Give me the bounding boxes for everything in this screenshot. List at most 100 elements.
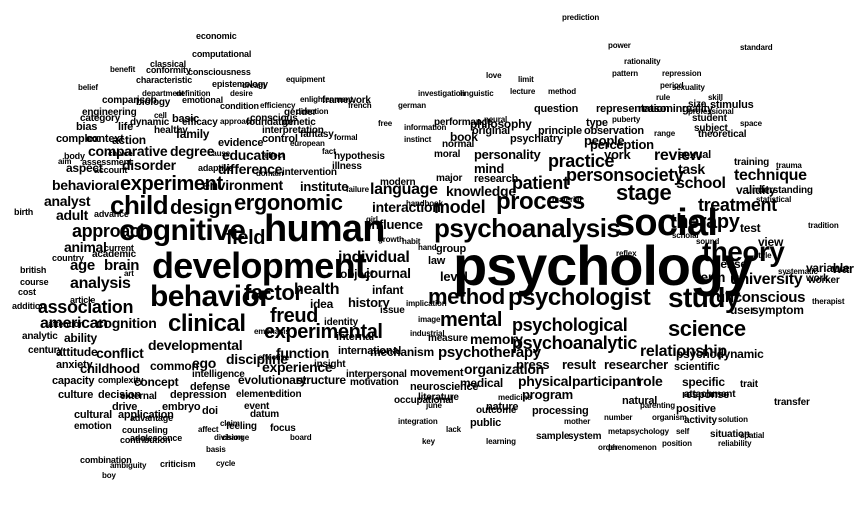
word: hand <box>418 244 436 252</box>
word: enlightenment <box>300 96 353 104</box>
word: approach <box>220 118 255 126</box>
word: complex <box>56 134 99 145</box>
word: failure <box>346 186 369 194</box>
word: repression <box>662 70 701 78</box>
word: limit <box>518 76 534 84</box>
word: level <box>440 270 468 283</box>
word: space <box>740 120 762 128</box>
word: self <box>676 428 689 436</box>
word: desire <box>230 90 253 98</box>
word: industrial <box>410 330 444 338</box>
word: evidence <box>218 138 263 149</box>
word: ability <box>64 332 97 344</box>
word: activity <box>684 416 717 426</box>
word: researcher <box>604 358 668 371</box>
word: question <box>534 104 578 115</box>
word: phenomenon <box>608 444 657 452</box>
word: aim <box>58 158 71 166</box>
word: article <box>70 296 95 305</box>
word: principle <box>538 126 582 137</box>
word: edition <box>270 390 301 400</box>
word: girl <box>366 216 378 224</box>
word: idea <box>310 298 333 310</box>
word: birth <box>14 208 33 217</box>
word: investigation <box>418 90 465 98</box>
word: cultural <box>74 410 112 421</box>
word: personality <box>474 148 541 161</box>
word: equipment <box>286 76 325 84</box>
word: sexuality <box>672 84 705 92</box>
word: solution <box>718 416 748 424</box>
word: processing <box>532 406 589 417</box>
word: field <box>226 228 265 248</box>
word: insight <box>314 360 345 370</box>
word: department <box>142 90 184 98</box>
word: doi <box>202 406 218 417</box>
word: condition <box>220 102 259 111</box>
word: cycle <box>216 460 235 468</box>
word: task <box>678 162 705 176</box>
word: method <box>548 88 576 96</box>
word: benefit <box>110 66 135 74</box>
word: classical <box>150 60 186 69</box>
word: design <box>170 198 232 218</box>
word: growth <box>378 236 404 244</box>
word: healthy <box>154 126 188 136</box>
word: rule <box>656 94 670 102</box>
word: conflict <box>96 346 144 360</box>
word: board <box>290 434 311 442</box>
word: law <box>428 256 445 267</box>
word: mother <box>564 418 590 426</box>
word: system <box>568 432 601 442</box>
word: contribution <box>120 436 170 445</box>
word: capacity <box>52 376 94 387</box>
word: category <box>80 114 120 124</box>
word: issue <box>380 306 405 316</box>
word: tradition <box>808 222 839 230</box>
word: attention <box>48 320 84 329</box>
word: reasoning <box>638 104 689 115</box>
word: june <box>426 402 442 410</box>
word: cause <box>208 150 230 158</box>
word: neural <box>484 116 507 124</box>
word: complexity <box>98 376 143 385</box>
word: society <box>624 166 684 184</box>
word: art <box>124 270 134 278</box>
word: effective <box>258 354 289 362</box>
word: systematic <box>778 268 818 276</box>
word: embryo <box>162 402 200 413</box>
word: sound <box>696 238 719 246</box>
word: skill <box>708 94 723 102</box>
word: training <box>734 158 769 168</box>
word: structure <box>296 374 346 386</box>
word: analysis <box>70 276 131 292</box>
word: metapsychology <box>608 428 669 436</box>
word: press <box>516 358 549 371</box>
word: european <box>290 140 325 148</box>
word: integration <box>398 418 438 426</box>
word: mental <box>440 310 502 330</box>
word: german <box>398 102 426 110</box>
word: analytic <box>22 332 58 342</box>
word: current <box>104 244 134 253</box>
word: claim <box>220 420 240 428</box>
word: french <box>348 102 372 110</box>
word: ergonomic <box>234 192 343 214</box>
word: psychologist <box>508 286 650 310</box>
word: course <box>20 278 48 287</box>
word: pattern <box>612 70 638 78</box>
word: drive <box>112 402 137 413</box>
word: characteristic <box>136 76 192 85</box>
word: development <box>152 248 366 284</box>
word: movement <box>410 368 463 379</box>
word: advantage <box>130 414 173 423</box>
word: love <box>486 72 501 80</box>
word: moral <box>434 150 460 160</box>
word: technique <box>734 168 807 184</box>
word: mechanism <box>370 346 434 358</box>
word: specific <box>682 376 725 388</box>
word: image <box>418 316 440 324</box>
word: puberty <box>612 116 640 124</box>
word: emotion <box>74 422 112 432</box>
word: fact <box>322 148 336 156</box>
